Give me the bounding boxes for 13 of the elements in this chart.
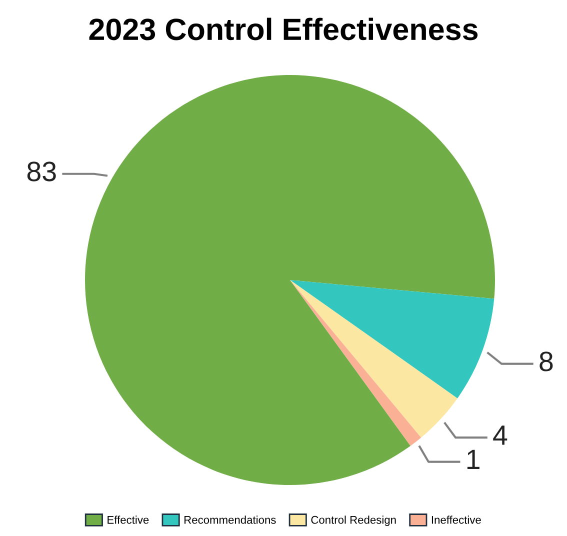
- pie-slice: [85, 75, 495, 485]
- data-label: 8: [540, 352, 553, 372]
- data-label: 4: [493, 426, 508, 445]
- legend-label: Control Redesign: [311, 516, 396, 526]
- data-label: 83: [27, 162, 56, 182]
- legend-label: Ineffective: [432, 516, 481, 524]
- pie-slice: [290, 280, 422, 446]
- chart-title: 2023 Control Effectiveness: [89, 18, 478, 40]
- legend-label: Effective: [108, 516, 149, 524]
- pie-slice: [290, 280, 494, 398]
- data-label: 1: [467, 450, 480, 469]
- legend-label: Recommendations: [184, 516, 276, 524]
- pie-slice: [290, 280, 458, 438]
